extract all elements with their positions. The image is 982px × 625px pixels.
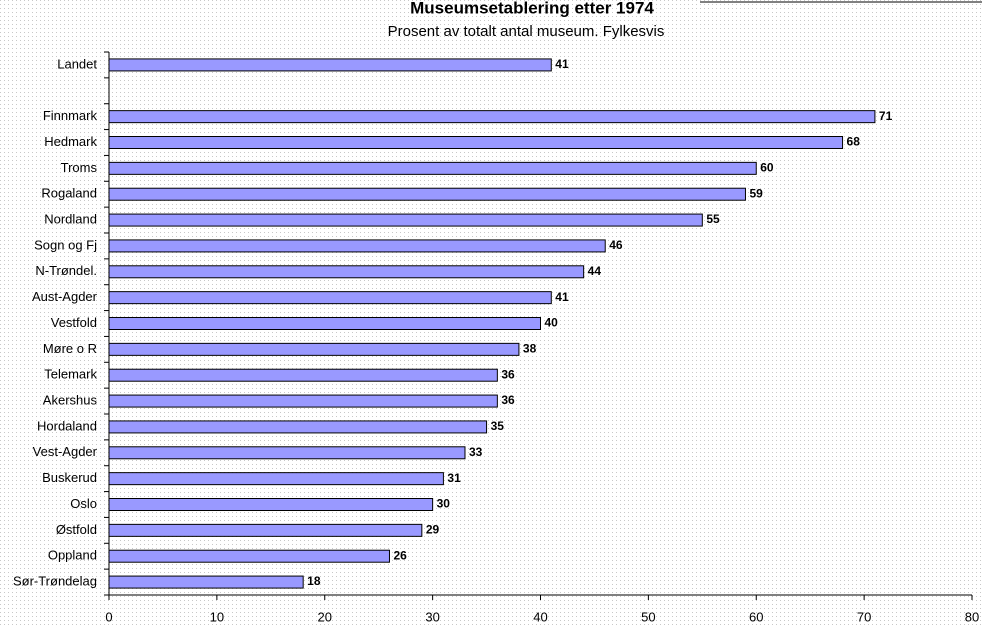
x-tick-label: 70: [857, 609, 871, 624]
bar: [108, 420, 488, 434]
x-tick-label: 0: [105, 609, 112, 624]
y-tick-label: Nordland: [44, 212, 97, 227]
value-label: 36: [501, 367, 515, 381]
x-tick-label: 10: [210, 609, 224, 624]
x-tick-label: 30: [425, 609, 439, 624]
y-tick-label: Oslo: [70, 496, 97, 511]
value-label: 59: [749, 186, 763, 200]
y-tick-label: Telemark: [44, 367, 97, 382]
y-tick-label: Sør-Trøndelag: [13, 574, 97, 589]
value-label: 71: [879, 109, 893, 123]
value-label: 46: [609, 238, 623, 252]
y-tick-label: Akershus: [43, 393, 98, 408]
bar: [108, 549, 390, 563]
y-tick-label: Finnmark: [43, 108, 98, 123]
value-label: 30: [437, 497, 451, 511]
y-tick-label: N-Trøndel.: [35, 263, 97, 278]
value-label: 38: [523, 342, 537, 356]
bar: [108, 472, 444, 486]
bar: [108, 58, 552, 72]
y-tick-label: Buskerud: [42, 470, 97, 485]
value-label: 33: [469, 445, 483, 459]
bar: [108, 342, 520, 356]
y-tick-label: Landet: [57, 56, 97, 71]
x-tick-label: 20: [318, 609, 332, 624]
value-label: 36: [501, 393, 515, 407]
value-label: 35: [491, 419, 505, 433]
bar: [108, 239, 606, 253]
x-tick-label: 50: [641, 609, 655, 624]
y-tick-label: Troms: [61, 160, 98, 175]
bar: [108, 136, 844, 149]
bar: [108, 498, 434, 511]
value-label: 68: [847, 135, 861, 149]
y-tick-label: Hedmark: [44, 134, 97, 149]
bar: [108, 368, 498, 382]
y-tick-label: Møre o R: [43, 341, 97, 356]
bar: [108, 317, 541, 330]
value-label: 60: [760, 161, 774, 175]
value-label: 41: [555, 290, 569, 304]
bar: [108, 161, 757, 175]
y-tick-label: Vestfold: [51, 315, 97, 330]
y-tick-label: Oppland: [48, 548, 97, 563]
bar: [108, 446, 466, 460]
value-label: 40: [545, 316, 559, 330]
bar: [108, 187, 746, 201]
chart-subtitle: Prosent av totalt antal museum. Fylkesvi…: [388, 23, 665, 40]
value-label: 31: [447, 471, 461, 485]
y-tick-label: Aust-Agder: [32, 289, 98, 304]
x-tick-label: 60: [749, 609, 763, 624]
x-tick-label: 40: [533, 609, 547, 624]
chart-title: Museumsetablering etter 1974: [410, 0, 654, 17]
bar: [108, 110, 876, 124]
y-tick-label: Sogn og Fj: [34, 237, 97, 252]
y-tick-label: Rogaland: [41, 186, 97, 201]
bar: [108, 291, 552, 305]
value-label: 29: [426, 523, 440, 537]
bar: [108, 394, 498, 408]
bar: [108, 575, 304, 589]
y-tick-label: Hordaland: [37, 418, 97, 433]
value-label: 26: [393, 548, 407, 562]
bar: [108, 265, 585, 279]
bar: [108, 523, 423, 537]
value-label: 55: [706, 212, 720, 226]
value-label: 41: [555, 57, 569, 71]
value-label: 44: [588, 264, 602, 278]
x-tick-label: 80: [965, 609, 979, 624]
bar: [108, 213, 703, 227]
y-tick-label: Vest-Agder: [33, 444, 98, 459]
value-label: 18: [307, 574, 321, 588]
y-tick-label: Østfold: [56, 522, 97, 537]
